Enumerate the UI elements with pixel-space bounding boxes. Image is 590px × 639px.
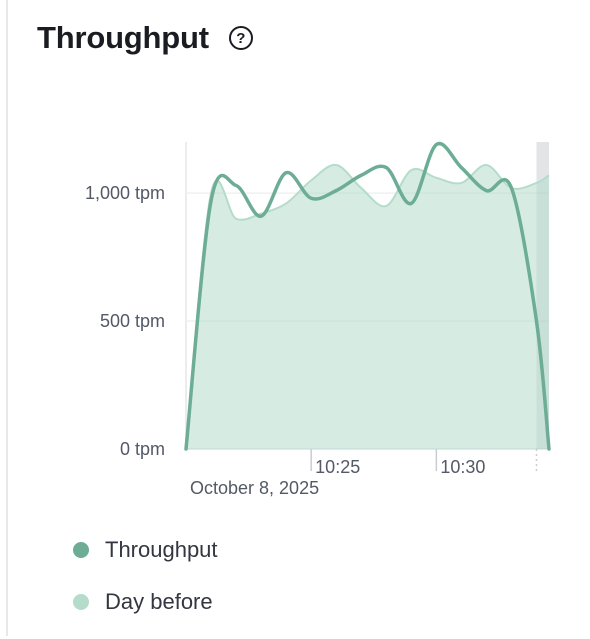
legend-dot-throughput xyxy=(73,542,89,558)
chart-y-ticks: 0 tpm 500 tpm 1,000 tpm xyxy=(85,183,165,459)
x-date-label: October 8, 2025 xyxy=(190,478,319,498)
panel-header: Throughput ? xyxy=(37,20,253,56)
y-tick-label: 1,000 tpm xyxy=(85,183,165,203)
y-tick-label: 0 tpm xyxy=(120,439,165,459)
chart-legend: Throughput Day before xyxy=(73,535,218,639)
panel-left-border xyxy=(6,0,8,636)
chart-series-area xyxy=(185,164,550,450)
question-circle-icon[interactable]: ? xyxy=(228,26,253,50)
throughput-chart[interactable]: 0 tpm 500 tpm 1,000 tpm 10:25 10:30 October … xyxy=(0,0,590,520)
chart-series-line xyxy=(184,141,551,451)
series-day-before-area xyxy=(186,164,549,450)
panel-title: Throughput xyxy=(37,20,209,55)
legend-dot-day-before xyxy=(73,594,89,610)
legend-label: Throughput xyxy=(105,537,218,562)
series-day-before-outline xyxy=(185,164,550,450)
x-tick-label: 10:25 xyxy=(315,457,360,477)
series-throughput-line xyxy=(184,141,551,451)
y-tick-label: 500 tpm xyxy=(100,311,165,331)
legend-label: Day before xyxy=(105,589,213,614)
x-tick-label: 10:30 xyxy=(440,457,485,477)
legend-item-day-before[interactable]: Day before xyxy=(73,587,218,617)
chart-x-ticks: 10:25 10:30 October 8, 2025 xyxy=(190,449,538,498)
legend-item-throughput[interactable]: Throughput xyxy=(73,535,218,565)
